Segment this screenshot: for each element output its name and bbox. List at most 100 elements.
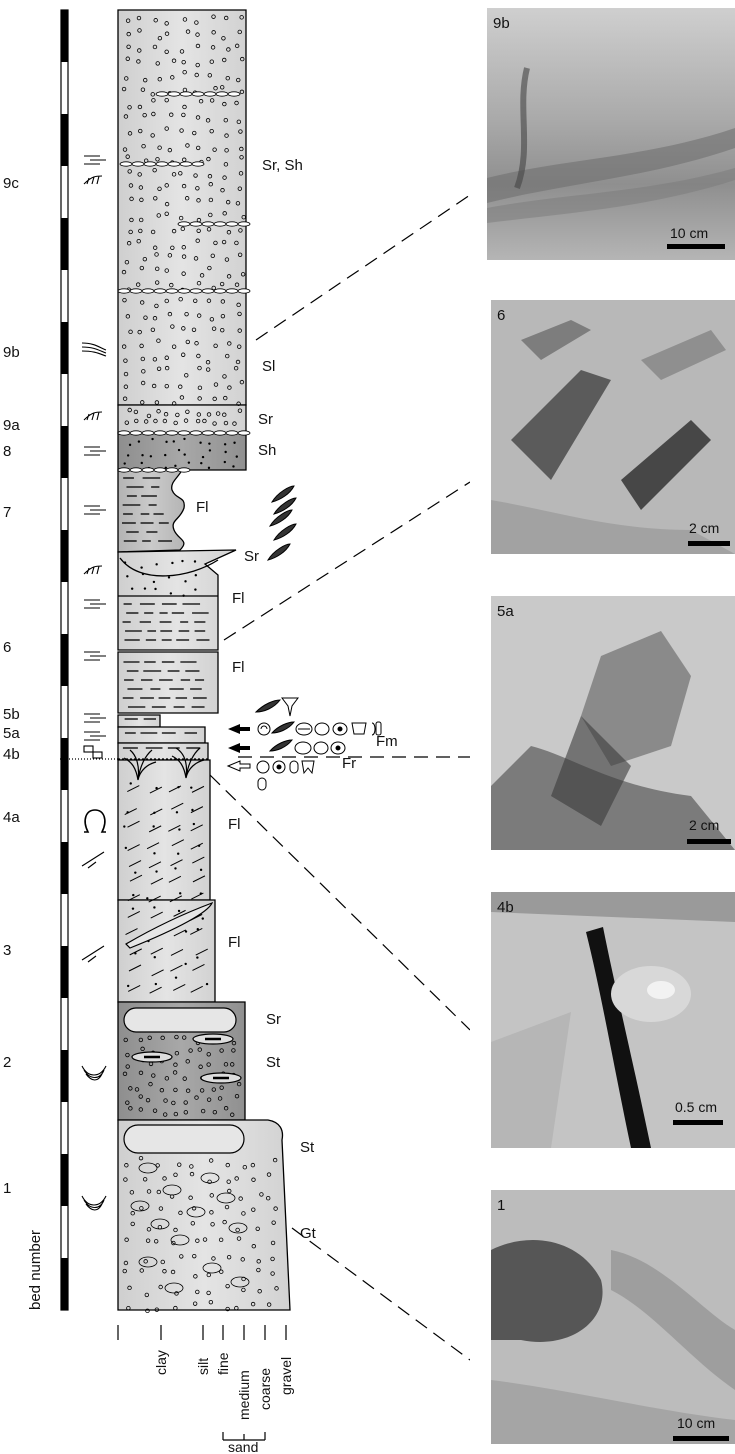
grain-dot xyxy=(182,1076,187,1081)
grain-dot xyxy=(121,269,127,275)
grain-dot xyxy=(171,228,177,234)
grain-dot xyxy=(123,561,127,564)
grain-dot xyxy=(194,341,199,346)
grain-dot xyxy=(208,197,214,203)
grain-dot xyxy=(154,400,160,405)
pebble xyxy=(200,1172,220,1184)
grain-dot xyxy=(126,44,131,49)
grain-dot xyxy=(179,892,182,895)
horizontal-lamination-icon xyxy=(84,599,106,609)
grain-dot xyxy=(208,1299,214,1305)
cross-bed-stroke xyxy=(148,825,162,833)
plant-leaf-icon xyxy=(254,699,282,713)
grain-dot xyxy=(227,341,232,346)
grain-dot xyxy=(222,374,227,379)
grain-dot xyxy=(192,1253,197,1259)
grain-dot xyxy=(207,73,213,78)
facies-5: Fm xyxy=(376,733,398,750)
grain-dot xyxy=(192,130,197,136)
grain-dot xyxy=(265,1196,271,1201)
grain-dot xyxy=(178,171,183,176)
grain-dot xyxy=(181,59,186,65)
grain-dot xyxy=(226,47,231,52)
grain-dot xyxy=(142,256,148,262)
grain-dot xyxy=(236,1081,242,1087)
grain-dot xyxy=(213,240,218,246)
scale-segment xyxy=(61,218,68,270)
grain-dot xyxy=(152,580,156,584)
grain-dot xyxy=(157,77,162,82)
grain-dot xyxy=(162,1112,168,1117)
grain-dot xyxy=(124,1163,129,1168)
grain-dot xyxy=(207,466,211,470)
scale-segment xyxy=(61,10,68,62)
grain-dot xyxy=(176,852,180,855)
bed-3: 3 xyxy=(3,942,11,959)
grain-dot xyxy=(223,460,227,464)
grain-dot xyxy=(122,1268,127,1274)
lens xyxy=(213,430,227,436)
lens xyxy=(165,288,179,294)
cross-bed-stroke xyxy=(151,969,164,977)
grain-dot xyxy=(211,1087,217,1092)
facies-6-fl: Fl xyxy=(232,590,245,607)
horizontal-lamination-icon xyxy=(84,731,106,741)
grain-dot xyxy=(192,1301,198,1306)
grain-dot xyxy=(210,1222,215,1227)
cross-bed-stroke xyxy=(125,928,138,936)
facies-4a: Fl xyxy=(228,816,241,833)
grain-dot xyxy=(224,1204,230,1210)
grain-dot xyxy=(225,199,231,205)
seed-cone-icon xyxy=(281,697,299,717)
grain-dot xyxy=(270,1271,275,1276)
grain-dot xyxy=(154,280,160,285)
grain-dot xyxy=(178,828,181,831)
plant-leaf-icon xyxy=(270,721,296,734)
grain-dot xyxy=(195,32,200,37)
cross-bed-stroke xyxy=(192,856,205,864)
grain-dot xyxy=(124,846,128,850)
bed-8: 8 xyxy=(3,443,11,460)
grain-dot xyxy=(152,316,158,321)
grain-dot xyxy=(193,560,197,563)
facies-8: Sh xyxy=(258,442,276,459)
grain-dot xyxy=(240,56,245,62)
grain-dot xyxy=(140,400,145,405)
grain-dot xyxy=(126,31,131,37)
facies-1-gt: Gt xyxy=(300,1225,317,1242)
photo-label-1: 1 xyxy=(497,1197,505,1214)
climbing-ripple-icon xyxy=(81,851,105,869)
cross-bed-stroke xyxy=(150,911,163,919)
scale-segment xyxy=(61,1154,68,1206)
low-angle-cross-icon xyxy=(81,342,107,357)
grain-dot xyxy=(240,272,246,277)
grain-dot xyxy=(185,1059,190,1064)
grain-dot xyxy=(155,786,158,790)
grain-dot xyxy=(152,357,158,362)
grain-dot xyxy=(236,77,241,83)
grain-dot xyxy=(152,245,158,250)
cross-bed-stroke xyxy=(127,910,141,918)
grain-dot xyxy=(266,1172,272,1177)
cross-bed-stroke xyxy=(171,802,184,810)
grain-dot xyxy=(150,133,155,138)
grain-dot xyxy=(151,111,156,117)
scale-bar xyxy=(667,244,725,249)
photo-panel-1: 1 10 cm xyxy=(491,1190,735,1444)
grain-dot xyxy=(196,281,202,286)
grain-dot xyxy=(143,419,149,424)
grain-dot xyxy=(195,1289,200,1295)
cross-bed-stroke xyxy=(190,927,203,935)
grain-dot xyxy=(154,303,159,309)
grain-dot xyxy=(237,344,242,349)
grain-dot xyxy=(212,396,217,402)
grain-dot xyxy=(181,245,186,250)
facies-labels: Sr, Sh Sl Sr Sh Fl Sr Fl Fl Fm Fr Fl Fl … xyxy=(196,157,398,1242)
horizontal-lamination-icon xyxy=(84,505,106,515)
grain-dot xyxy=(185,1088,191,1093)
cross-bed-stroke xyxy=(148,861,162,869)
lens xyxy=(201,221,215,227)
grain-dot xyxy=(150,327,156,333)
sand-group-label: sand xyxy=(228,1439,258,1454)
lens xyxy=(189,430,203,436)
